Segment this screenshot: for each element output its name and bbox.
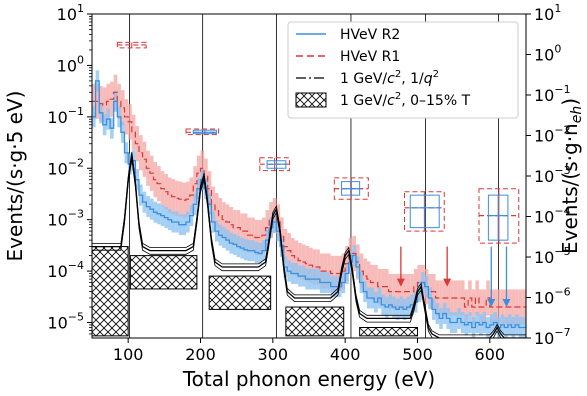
legend-swatch-model-hatched — [295, 92, 327, 108]
r1-error-band — [218, 198, 223, 234]
y-left-tick-label: 10−3 — [47, 208, 84, 230]
r1-error-band — [305, 245, 309, 282]
limit-arrow-head — [443, 278, 452, 287]
x-axis-ticks: 100 200 300 400 500 600 — [113, 338, 505, 364]
r1-error-band — [377, 268, 382, 305]
x-tick-label: 600 — [475, 345, 506, 364]
y-left-tick-label: 10−1 — [47, 105, 84, 127]
plot-area — [92, 14, 526, 338]
hatched-regions — [92, 246, 418, 337]
r1-error-band — [312, 249, 317, 285]
y-left-axis-label: Events/(s·g·5 eV) — [3, 91, 27, 262]
y-right-tick-label: 10−5 — [534, 245, 571, 267]
series-model-q2 — [92, 158, 502, 338]
r1-error-band — [518, 289, 523, 325]
x-tick-label: 500 — [402, 345, 433, 364]
limit-boxes — [116, 41, 520, 244]
r1-error-band — [359, 253, 364, 289]
y-right-axis-label: Events/(s·g·neh) — [558, 98, 585, 254]
series-lines — [92, 70, 526, 338]
x-tick-label: 300 — [258, 345, 289, 364]
r1-error-band — [327, 253, 331, 289]
r1-error-band — [139, 135, 143, 171]
r1-error-band — [493, 289, 498, 325]
r1-error-band — [439, 280, 443, 316]
y-right-tick-label: 10−1 — [534, 83, 571, 105]
r1-error-band — [102, 87, 107, 123]
y-right-tick-label: 10−6 — [534, 286, 571, 308]
y-right-tick-label: 10−7 — [534, 326, 571, 348]
y-left-tick-label: 10−4 — [47, 259, 84, 281]
legend-label-model-hatched: 1 GeV/c2, 0–15% T — [340, 91, 471, 109]
y-right-tick-label: 10−2 — [534, 124, 571, 146]
r1-error-band — [366, 261, 371, 297]
r1-error-band — [294, 240, 299, 276]
r1-error-band — [399, 273, 404, 310]
limit-arrows — [396, 246, 511, 308]
r1-error-band — [457, 280, 461, 316]
legend-frame — [287, 21, 519, 119]
hatched-region — [359, 327, 418, 337]
r1-error-band — [413, 268, 418, 305]
legend-label-model-q2: 1 GeV/c2, 1/q2 — [340, 69, 439, 87]
y-left-tick-label: 10−5 — [47, 311, 84, 333]
hatched-region — [208, 275, 272, 310]
limit-arrow-head — [502, 299, 511, 308]
y-left-tick-label: 10−2 — [47, 156, 84, 178]
r1-error-band — [131, 114, 136, 150]
y-right-tick-label: 10−3 — [534, 164, 571, 186]
r1-error-band — [363, 258, 367, 294]
x-tick-label: 400 — [330, 345, 361, 364]
r1-error-band — [222, 202, 226, 238]
hatched-region — [92, 246, 129, 337]
series-hvev-r1 — [92, 91, 526, 308]
r1-error-band — [117, 83, 121, 119]
limit-arrow-head — [396, 278, 405, 287]
series-model-q2 — [92, 151, 526, 336]
hatched-region — [285, 306, 345, 337]
r1-error-band — [475, 280, 479, 316]
hatched-region — [129, 255, 198, 290]
r1-error-band — [233, 210, 237, 246]
series-hvev-r2 — [92, 80, 526, 329]
limit-arrow-head — [487, 299, 496, 308]
y-left-tick-label: 100 — [57, 53, 84, 75]
r1-error-band — [511, 289, 516, 325]
r1-error-band — [211, 186, 215, 222]
legend-label-hvev-r2: HVeV R2 — [340, 27, 400, 43]
r1-error-band — [482, 289, 487, 325]
legend-label-hvev-r1: HVeV R1 — [340, 49, 400, 65]
r1-error-band — [392, 273, 396, 310]
r1-error-band — [204, 158, 208, 194]
r1-error-band — [374, 264, 378, 301]
x-tick-label: 100 — [113, 345, 144, 364]
x-tick-label: 200 — [185, 345, 216, 364]
series-model-q2 — [92, 155, 526, 338]
y-right-tick-label: 100 — [534, 43, 561, 65]
y-right-tick-label: 10−4 — [534, 205, 571, 227]
y-left-tick-label: 101 — [57, 2, 84, 24]
legend: HVeV R2 HVeV R1 1 GeV/c2, 1/q2 1 GeV/c2,… — [287, 21, 519, 119]
r1-error-band — [214, 193, 219, 229]
x-axis-label: Total phonon energy (eV) — [182, 367, 435, 391]
r1-error-band — [120, 90, 125, 126]
r1-error-band — [240, 213, 244, 249]
r1-error-band — [167, 177, 172, 213]
r1-error-band — [258, 219, 262, 256]
y-left-axis-ticks: 101 100 10−1 10−2 10−3 10−4 10−5 — [47, 2, 92, 335]
y-right-axis-ticks: 101 100 10−1 10−2 10−3 10−4 10−5 10−6 10−7 — [526, 2, 571, 348]
r1-error-band — [410, 273, 414, 310]
r1-error-band — [500, 289, 505, 325]
y-right-tick-label: 101 — [534, 2, 561, 24]
r1-error-band — [280, 217, 284, 253]
